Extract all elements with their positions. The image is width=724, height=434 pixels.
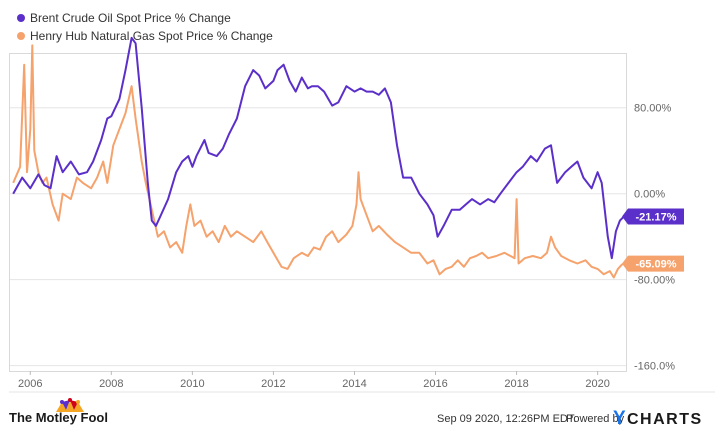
plot-area xyxy=(9,53,627,372)
ycharts-logo-y: Y xyxy=(613,408,626,429)
y-tick-label-1: 0.00% xyxy=(634,189,665,201)
legend-label-henry-hub: Henry Hub Natural Gas Spot Price % Chang… xyxy=(30,29,273,43)
x-tick-label-3: 2012 xyxy=(261,378,285,390)
ycharts-logo-text: CHARTS xyxy=(627,411,703,428)
timestamp: Sep 09 2020, 12:26PM EDT. xyxy=(437,413,576,425)
x-axis: 2006 2008 2010 2012 2014 2016 2018 2020 xyxy=(18,371,610,390)
x-tick-label-7: 2020 xyxy=(585,378,609,390)
y-tick-label-2: -80.00% xyxy=(634,275,675,287)
legend-marker-henry-hub xyxy=(17,32,25,40)
x-tick-label-5: 2016 xyxy=(423,378,447,390)
legend-label-brent: Brent Crude Oil Spot Price % Change xyxy=(30,11,231,25)
x-tick-label-1: 2008 xyxy=(99,378,123,390)
end-value-badges: -21.17% -65.09% xyxy=(622,208,684,272)
legend-marker-brent xyxy=(17,14,25,22)
y-tick-label-0: 80.00% xyxy=(634,103,672,115)
gridlines xyxy=(10,107,626,367)
series-layer xyxy=(12,36,625,279)
x-tick-label-2: 2010 xyxy=(180,378,204,390)
brand-logo-text: The Motley Fool xyxy=(9,410,108,425)
x-tick-label-6: 2018 xyxy=(504,378,528,390)
end-badge-label-henry-hub: -65.09% xyxy=(636,259,677,271)
y-tick-label-3: -160.0% xyxy=(634,361,675,373)
end-badge-bg-brent xyxy=(622,208,684,225)
series-line-brent xyxy=(12,36,625,260)
footer: The Motley Fool Sep 09 2020, 12:26PM EDT… xyxy=(9,391,715,429)
jester-hat-icon xyxy=(56,398,84,412)
end-badge-henry-hub: -65.09% xyxy=(622,255,684,272)
end-badge-bg-henry-hub xyxy=(622,255,684,272)
end-badge-brent: -21.17% xyxy=(622,208,684,225)
x-tick-label-4: 2014 xyxy=(342,378,366,390)
y-axis: 80.00% 0.00% -80.00% -160.0% xyxy=(634,103,675,373)
series-line-henry-hub xyxy=(12,44,625,279)
end-badge-label-brent: -21.17% xyxy=(636,211,677,223)
legend: Brent Crude Oil Spot Price % Change Henr… xyxy=(17,11,273,43)
x-tick-label-0: 2006 xyxy=(18,378,42,390)
powered-by-label: Powered by xyxy=(566,413,625,425)
